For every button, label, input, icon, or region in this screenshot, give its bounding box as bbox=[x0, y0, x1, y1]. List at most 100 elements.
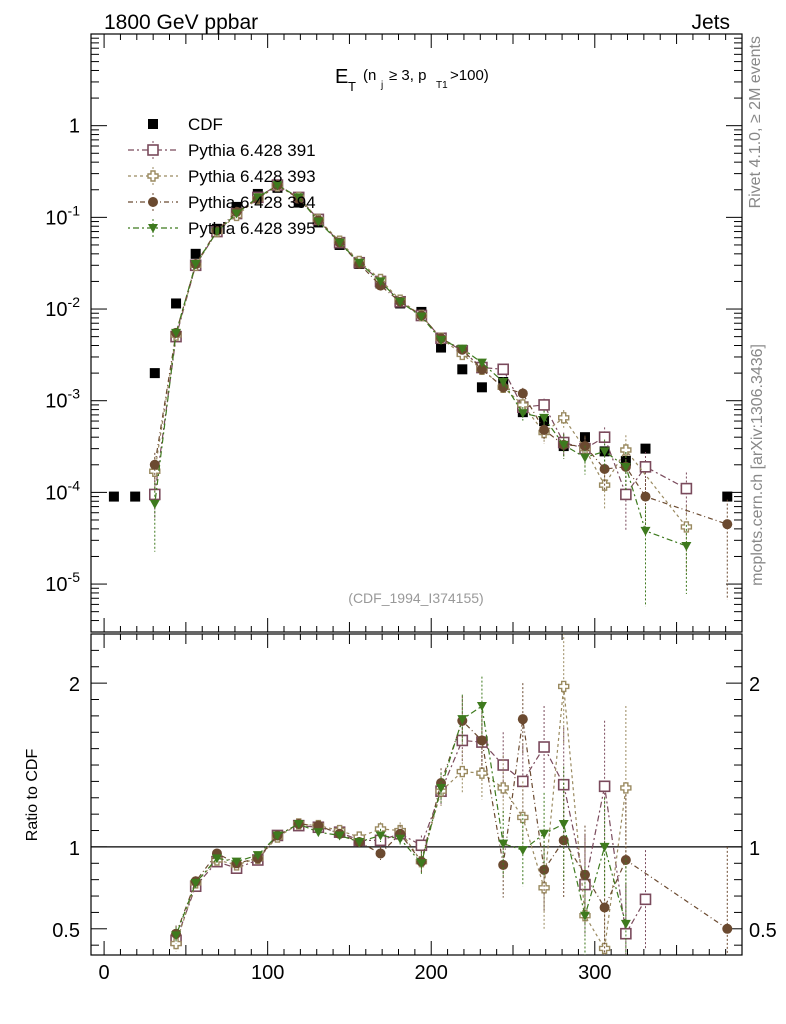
ratio-point-p395 bbox=[476, 702, 487, 712]
ratio-point-p395 bbox=[375, 831, 386, 841]
point-p393 bbox=[620, 444, 632, 456]
legend-label-p395: Pythia 6.428 395 bbox=[188, 219, 316, 238]
y-tick-label: 10-5 bbox=[45, 569, 80, 596]
point-p395 bbox=[313, 217, 324, 227]
y-tick-exponent: -1 bbox=[68, 202, 81, 218]
ratio-point-p395 bbox=[313, 828, 324, 838]
ratio-point-p391 bbox=[620, 927, 632, 940]
ratio-y-tick-label-right: 1 bbox=[749, 838, 760, 860]
point-p394 bbox=[517, 388, 528, 399]
ratio-point-p395 bbox=[171, 931, 182, 941]
x-tick-label: 200 bbox=[415, 962, 448, 984]
point-p395 bbox=[354, 258, 365, 268]
ratio-point-p393 bbox=[476, 767, 488, 779]
series-p395 bbox=[149, 181, 692, 607]
point-p395 bbox=[272, 181, 283, 191]
point-p395 bbox=[231, 209, 242, 219]
ratio-point-p394 bbox=[313, 820, 324, 831]
point-p395 bbox=[517, 409, 528, 419]
ratio-point-p394 bbox=[476, 735, 487, 746]
ratio-point-p395 bbox=[457, 715, 468, 725]
point-cdf bbox=[108, 491, 119, 502]
ratio-point-p395 bbox=[436, 783, 447, 793]
ratio-series-p393 bbox=[170, 634, 632, 955]
ratio-point-p393 bbox=[620, 782, 632, 794]
point-cdf bbox=[436, 342, 447, 353]
ratio-y-tick-label: 1 bbox=[69, 838, 80, 860]
ratio-point-p393 bbox=[517, 811, 529, 824]
point-p394 bbox=[599, 463, 610, 474]
x-tick-label: 0 bbox=[99, 962, 110, 984]
ratio-point-p393 bbox=[598, 942, 611, 955]
y-tick-label: 10-3 bbox=[45, 386, 80, 413]
point-p395 bbox=[293, 193, 304, 203]
ratio-line-p391 bbox=[175, 739, 647, 941]
ratio-point-p394 bbox=[375, 848, 386, 859]
point-p394 bbox=[722, 519, 733, 530]
point-p395 bbox=[149, 499, 160, 509]
point-p395 bbox=[599, 447, 610, 457]
point-cdf bbox=[640, 443, 651, 454]
y-tick-exponent: -3 bbox=[68, 386, 81, 402]
point-p394 bbox=[149, 459, 160, 470]
point-p395 bbox=[476, 358, 487, 368]
point-p395 bbox=[252, 193, 263, 203]
y-tick-label: 10-1 bbox=[45, 202, 80, 229]
point-p395 bbox=[395, 297, 406, 307]
title-rest: (n bbox=[363, 67, 376, 84]
point-p395 bbox=[498, 377, 509, 387]
point-p391 bbox=[639, 461, 652, 473]
ratio-point-p395 bbox=[272, 831, 283, 841]
ratio-point-p395 bbox=[558, 819, 569, 829]
legend-entry-p391: Pythia 6.428 391 bbox=[128, 141, 316, 160]
point-p395 bbox=[436, 335, 447, 345]
ratio-point-p395 bbox=[620, 919, 631, 929]
ratio-line-p393 bbox=[175, 686, 627, 951]
point-cdf bbox=[722, 491, 733, 502]
title-mid: ≥ 3, p bbox=[389, 67, 426, 84]
point-p395 bbox=[579, 453, 590, 463]
point-p395 bbox=[539, 413, 550, 423]
ratio-y-tick-label: 0.5 bbox=[52, 920, 80, 942]
ratio-point-p395 bbox=[579, 911, 590, 921]
ratio-point-p395 bbox=[334, 831, 345, 841]
header-right-label: Jets bbox=[691, 11, 730, 34]
point-p393 bbox=[558, 412, 570, 424]
ratio-series-p395 bbox=[171, 676, 631, 955]
point-p395 bbox=[681, 542, 692, 552]
point-p394 bbox=[498, 382, 509, 393]
main-plot: 10-5 10-4 10-3 10-2 10-1 1 bbox=[45, 33, 743, 633]
y-tick-label: 1 bbox=[69, 116, 80, 138]
point-p394 bbox=[476, 364, 487, 375]
point-p391 bbox=[497, 363, 509, 376]
ratio-point-p395 bbox=[252, 851, 263, 861]
point-p395 bbox=[620, 462, 631, 472]
title-end: >100) bbox=[450, 67, 489, 84]
x-tick-label: 300 bbox=[578, 962, 611, 984]
legend: CDF Pythia 6.428 391 Pythia 6.428 393 Pythi… bbox=[128, 115, 316, 238]
legend-marker-p391 bbox=[147, 144, 159, 156]
point-p395 bbox=[190, 259, 201, 269]
ratio-y-tick-label-right: 0.5 bbox=[749, 920, 777, 942]
rivet-label: Rivet 4.1.0, ≥ 2M events bbox=[747, 36, 764, 208]
ratio-point-p395 bbox=[599, 842, 610, 852]
ratio-y-tick-label: 2 bbox=[69, 674, 80, 696]
legend-label-p393: Pythia 6.428 393 bbox=[188, 167, 316, 186]
legend-label-cdf: CDF bbox=[188, 115, 223, 134]
ratio-point-p395 bbox=[293, 819, 304, 829]
ratio-point-p394 bbox=[599, 902, 610, 913]
main-series-clip bbox=[108, 179, 733, 607]
legend-marker-p394 bbox=[148, 197, 158, 207]
ratio-y-tick-label-right: 2 bbox=[749, 674, 760, 696]
x-tick-label: 100 bbox=[251, 962, 284, 984]
legend-marker-p395 bbox=[148, 224, 158, 233]
point-p391 bbox=[680, 482, 693, 495]
point-cdf bbox=[190, 248, 201, 259]
header-left-label: 1800 GeV ppbar bbox=[104, 11, 258, 34]
ratio-point-p395 bbox=[517, 846, 528, 856]
ratio-plot: 0 100 200 300 0.5 0.5 1 1 2 2 bbox=[52, 633, 777, 984]
ratio-point-p395 bbox=[395, 834, 406, 844]
ratio-plot-frame bbox=[90, 633, 743, 956]
legend-entry-p395: Pythia 6.428 395 bbox=[128, 219, 316, 238]
